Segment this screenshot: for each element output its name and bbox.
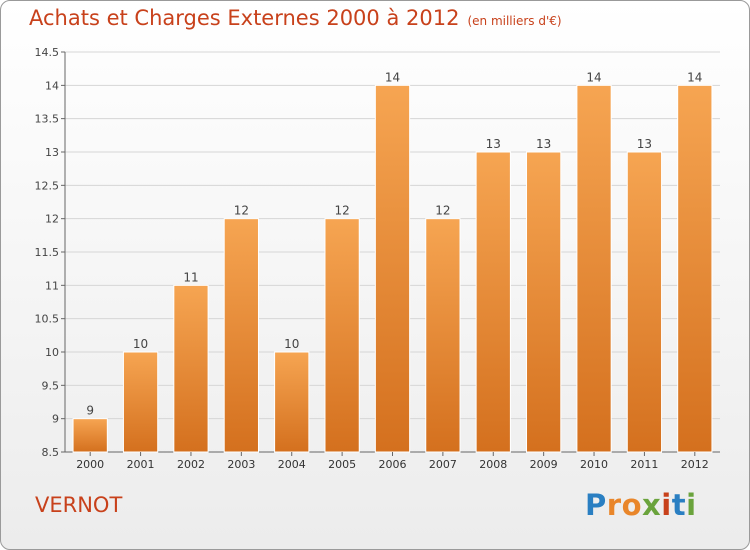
- chart-subtitle: (en milliers d'€): [467, 14, 562, 28]
- logo-letter: x: [642, 488, 662, 522]
- x-tick-label-2011: 2011: [630, 458, 658, 471]
- data-label-2006: 14: [385, 70, 400, 84]
- y-tick-label: 11.5: [35, 246, 60, 259]
- logo-letter: r: [606, 488, 622, 522]
- data-label-2005: 12: [334, 204, 349, 218]
- bar-2004: [274, 351, 310, 453]
- data-label-2004: 10: [284, 337, 299, 351]
- chart-title: Achats et Charges Externes 2000 à 2012 (e…: [29, 6, 562, 30]
- y-tick-label: 12.5: [35, 179, 60, 192]
- logo-letter: o: [621, 488, 643, 522]
- bar-2006: [374, 84, 411, 453]
- proxiti-logo: Proxiti: [585, 488, 697, 522]
- bar-2001: [122, 351, 159, 453]
- data-label-2002: 11: [183, 270, 198, 284]
- bar-2011: [626, 151, 663, 453]
- bar-2002: [173, 284, 209, 453]
- bar-2008: [475, 151, 511, 453]
- y-tick-label: 10: [45, 346, 59, 359]
- y-tick-label: 9.5: [42, 379, 60, 392]
- data-label-2010: 14: [586, 70, 601, 84]
- commune-name: VERNOT: [35, 493, 123, 517]
- data-label-2012: 14: [687, 70, 702, 84]
- x-tick-label-2003: 2003: [227, 458, 255, 471]
- y-tick-label: 9: [52, 413, 59, 426]
- x-tick-label-2007: 2007: [429, 458, 457, 471]
- x-tick-label-2008: 2008: [479, 458, 507, 471]
- y-tick-label: 10.5: [35, 313, 60, 326]
- y-tick-label: 13.5: [35, 113, 60, 126]
- data-label-2007: 12: [435, 204, 450, 218]
- x-tick-label-2009: 2009: [530, 458, 558, 471]
- bar-2012: [677, 84, 713, 453]
- data-label-2011: 13: [637, 137, 652, 151]
- y-tick-label: 14.5: [35, 46, 60, 59]
- y-tick-label: 14: [45, 79, 59, 92]
- y-tick-label: 13: [45, 146, 59, 159]
- x-tick-label-2006: 2006: [379, 458, 407, 471]
- logo-letter: t: [671, 488, 687, 522]
- x-tick-label-2010: 2010: [580, 458, 608, 471]
- data-labels: 9 10 11 12 10 12 14 12 13 13 14 13 14: [86, 70, 702, 417]
- data-label-2001: 10: [133, 337, 148, 351]
- bar-2010: [576, 84, 612, 453]
- data-label-2003: 12: [234, 204, 249, 218]
- x-tick-label-2002: 2002: [177, 458, 205, 471]
- x-tick-label-2000: 2000: [76, 458, 104, 471]
- y-tick-label: 11: [45, 279, 59, 292]
- logo-letter: P: [585, 488, 607, 522]
- bars: [72, 84, 713, 453]
- data-label-2009: 13: [536, 137, 551, 151]
- chart-title-text: Achats et Charges Externes 2000 à 2012: [29, 6, 460, 30]
- y-tick-label: 8.5: [42, 446, 60, 459]
- bar-2003: [223, 218, 259, 453]
- bar-2000: [72, 418, 108, 453]
- x-tick-label-2005: 2005: [328, 458, 356, 471]
- x-axis-ticks: 2000 2001 2002 2003 2004 2005 2006 2007 2008 2009…: [76, 452, 709, 471]
- bar-2005: [324, 218, 360, 453]
- data-label-2008: 13: [486, 137, 501, 151]
- x-tick-label-2001: 2001: [127, 458, 155, 471]
- logo-letter: i: [661, 488, 672, 522]
- bar-2009: [526, 151, 562, 453]
- data-label-2000: 9: [86, 404, 94, 418]
- y-tick-label: 12: [45, 213, 59, 226]
- logo-letter: i: [686, 488, 697, 522]
- x-tick-label-2004: 2004: [278, 458, 306, 471]
- x-tick-label-2012: 2012: [681, 458, 709, 471]
- bar-2007: [425, 218, 461, 453]
